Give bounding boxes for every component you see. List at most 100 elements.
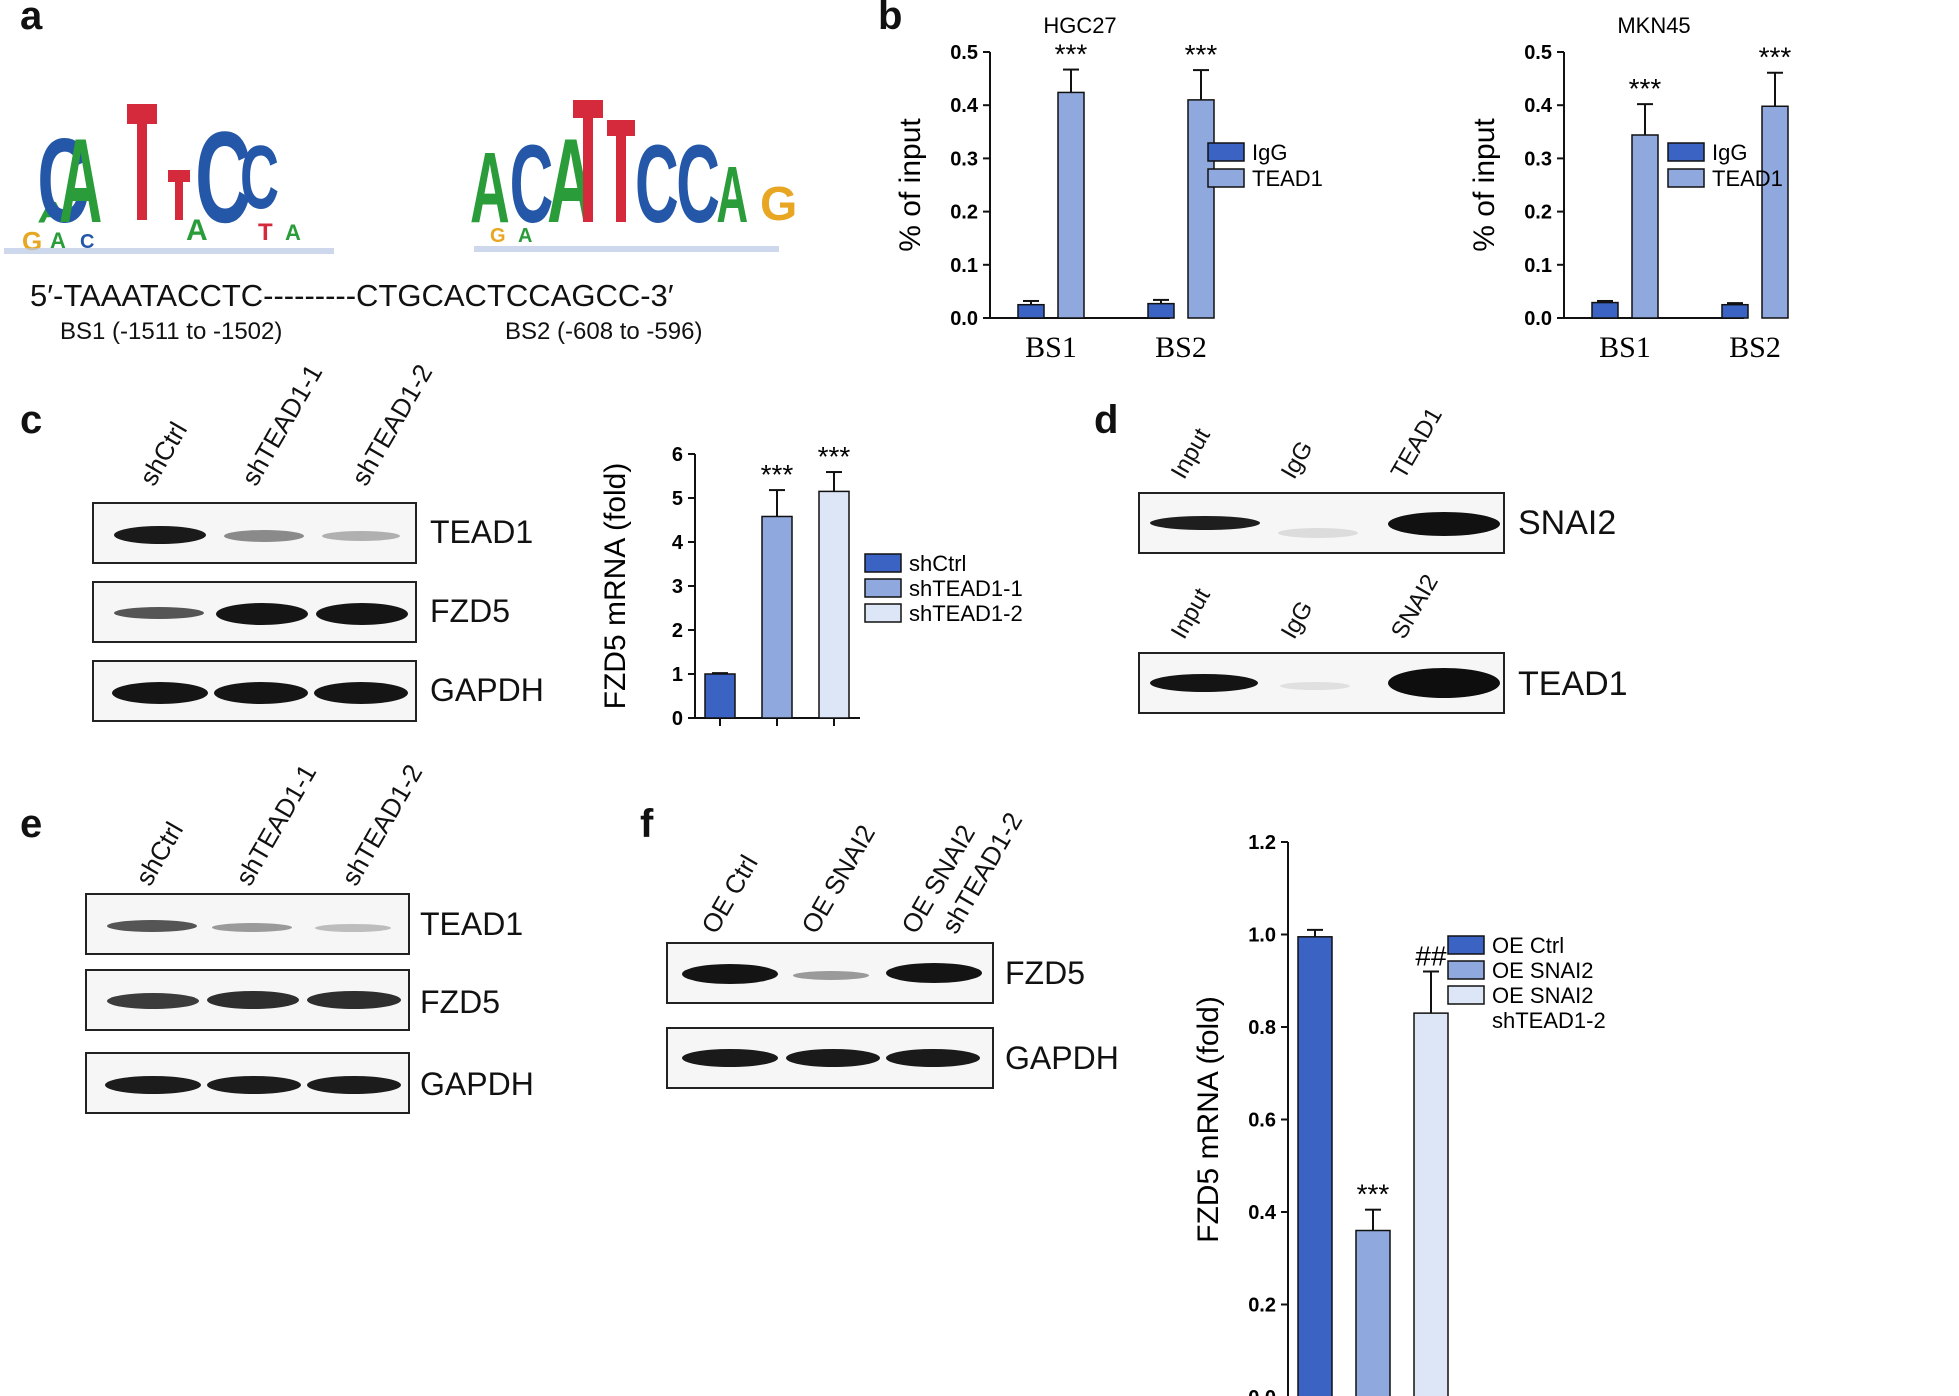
significance-label: ***	[1357, 1179, 1390, 1210]
legend-swatch	[1667, 142, 1705, 162]
bar	[1297, 936, 1333, 1396]
promoter-sequence: 5′-TAAATACCTC---------CTGCACTCCAGCC-3′	[30, 278, 674, 313]
chart-f-fzd5: 0.0 0.2 0.4 0.6 0.8 1.0 1.2 FZD5 mRNA (fold) ***…	[1150, 820, 1959, 1396]
legend-label: shTEAD1-2	[1492, 1008, 1606, 1033]
y-axis-label: % of input	[1468, 118, 1501, 252]
significance-label: ***	[1055, 39, 1088, 70]
band	[322, 531, 400, 541]
motif-letter-T-stem	[175, 178, 183, 220]
y-tick-label: 3	[672, 576, 683, 598]
band	[1388, 512, 1500, 536]
blot-label: FZD5	[420, 984, 500, 1020]
motif-letter-T-stem	[583, 114, 593, 222]
lane-label: IgG	[1275, 596, 1319, 644]
blot-label: FZD5	[1005, 955, 1085, 991]
legend-swatch	[864, 603, 902, 623]
y-tick-label: 0.3	[1524, 148, 1552, 170]
blot-snai2	[1138, 492, 1505, 554]
band	[793, 971, 869, 980]
y-tick-label: 0.5	[950, 42, 978, 64]
chart-c-fzd5: 0 1 2 3 4 5 6 FZD5 mRNA (fold) *** *** shCtrl shTEA…	[580, 420, 1060, 750]
band	[314, 682, 408, 704]
legend-label: OE Ctrl	[1492, 933, 1564, 958]
y-tick-label: 0.8	[1248, 1017, 1276, 1039]
band	[207, 991, 299, 1009]
legend-swatch	[1207, 168, 1245, 188]
bar	[1591, 301, 1619, 319]
blot-gapdh	[92, 660, 417, 722]
bs2-label: BS2 (-608 to -596)	[505, 318, 703, 345]
legend-swatch	[1447, 935, 1485, 955]
band	[682, 964, 778, 984]
panel-b-letter: b	[878, 0, 903, 38]
chart-b-hgc27: 0.0 0.1 0.2 0.3 0.4 0.5% of input HGC27 *** BS1 *…	[860, 0, 1420, 370]
motif-letter-T: T	[258, 219, 273, 246]
motif-letter-C: C	[635, 123, 679, 246]
legend-swatch	[864, 553, 902, 573]
bar	[1761, 105, 1789, 319]
lane-label: IgG	[1275, 436, 1319, 484]
lane-label: Input	[1165, 583, 1216, 644]
lane-label: SNAI2	[1385, 569, 1444, 644]
motif-letter-G: G	[760, 178, 797, 231]
bar	[1413, 1012, 1449, 1396]
blot-gapdh	[85, 1052, 410, 1114]
chart-title: MKN45	[1617, 13, 1690, 38]
panel-c-letter: c	[20, 398, 43, 442]
lane-label: TEAD1	[1385, 403, 1448, 484]
motif-letter-A: A	[37, 195, 67, 229]
legend-label: IgG	[1712, 140, 1747, 165]
motif-letter-T-bar	[168, 170, 190, 182]
y-tick-label: 0.4	[1248, 1202, 1277, 1224]
motif-logo-bs1: A C A C C G A C A T A	[4, 104, 334, 256]
bar	[704, 673, 736, 719]
x-tick-label: BS1	[1599, 331, 1651, 364]
y-tick-label: 0.4	[1524, 95, 1553, 117]
band	[307, 1076, 401, 1094]
blot-fzd5	[85, 969, 410, 1031]
legend-swatch	[1447, 985, 1485, 1005]
motif-letter-C: C	[240, 127, 279, 228]
band	[107, 920, 197, 932]
blot-tead1	[85, 893, 410, 955]
band	[886, 1049, 980, 1067]
band	[1150, 674, 1258, 692]
bs1-label: BS1 (-1511 to -1502)	[60, 318, 283, 345]
motif-letter-C: C	[37, 113, 89, 248]
blot-gapdh	[666, 1027, 994, 1089]
motif-letter-A: A	[470, 133, 510, 245]
blot-label: TEAD1	[430, 514, 534, 550]
band	[207, 1076, 301, 1094]
significance-label: ##	[1415, 941, 1447, 972]
motif-letter-G: G	[490, 225, 506, 247]
y-tick-label: 0.1	[1524, 255, 1552, 277]
y-tick-label: 0	[672, 708, 683, 730]
motif-logo-bs2: A C A C C A G G A	[470, 100, 797, 252]
blot-tead1	[92, 502, 417, 564]
legend-label: TEAD1	[1252, 166, 1323, 191]
significance-label: ***	[1759, 42, 1792, 73]
lane-label: shTEAD1-2	[345, 359, 439, 491]
band	[1388, 668, 1500, 698]
y-tick-label: 0.2	[950, 202, 978, 224]
chart-title: HGC27	[1043, 13, 1116, 38]
motif-letter-C: C	[80, 231, 94, 253]
y-tick-label: 0.2	[1524, 202, 1552, 224]
band	[307, 991, 401, 1009]
bar	[818, 490, 850, 719]
motif-letter-A: A	[50, 228, 66, 253]
y-tick-label: 0.4	[950, 95, 979, 117]
significance-label: ***	[818, 441, 851, 472]
legend-label: shTEAD1-1	[909, 576, 1023, 601]
bar	[1057, 91, 1085, 319]
y-tick-label: 0.5	[1524, 42, 1552, 64]
y-tick-label: 4	[672, 532, 684, 554]
y-tick-label: 6	[672, 444, 683, 466]
band	[212, 923, 292, 932]
band	[107, 993, 199, 1009]
lane-label: shTEAD1-2	[335, 759, 429, 891]
band	[1278, 528, 1358, 538]
motif-letter-T-stem	[137, 120, 147, 220]
y-axis-label: FZD5 mRNA (fold)	[1192, 996, 1225, 1243]
legend-label: OE SNAI2	[1492, 983, 1593, 1008]
